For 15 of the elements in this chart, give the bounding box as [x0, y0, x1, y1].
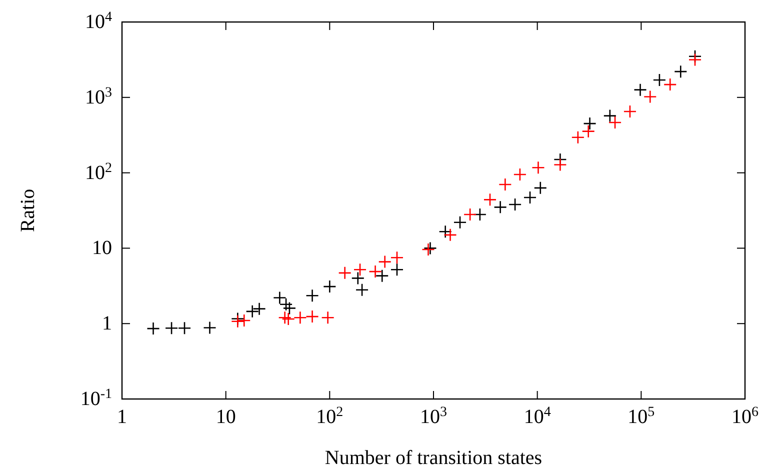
y-tick-label: 10$^{3}$: [85, 84, 112, 108]
x-tick-label: 10$^{5}$: [628, 404, 655, 428]
x-axis-title: Number of transition states: [324, 447, 542, 468]
y-tick-label: 10$^{2}$: [85, 160, 112, 184]
y-tick-label: 10: [92, 237, 112, 260]
x-tick-label: 10$^{2}$: [316, 404, 344, 428]
x-tick-label: 10: [216, 406, 236, 428]
x-tick-label: 1: [117, 406, 127, 428]
y-tick-label: 10$^{-1}$: [80, 386, 112, 410]
x-tick-label: 10$^{3}$: [420, 404, 447, 428]
x-tick-label: 10$^{4}$: [524, 404, 551, 428]
y-tick-label: 1: [102, 312, 112, 335]
y-tick-label: 10$^{4}$: [85, 10, 112, 33]
x-tick-label: 10$^{6}$: [732, 404, 758, 428]
y-axis-title: Ratio: [17, 188, 39, 232]
